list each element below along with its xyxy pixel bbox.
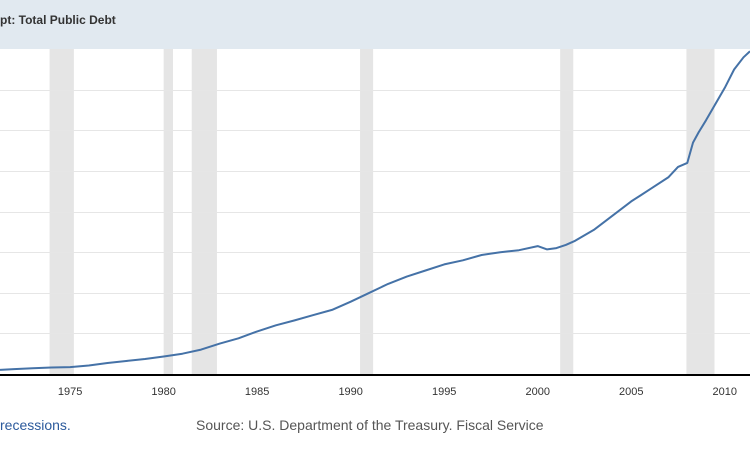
line-chart: 1975 1980 1985 1990 1995 2000 2005 2010 [0,49,750,398]
chart-title: pt: Total Public Debt [0,13,116,27]
recessions-link[interactable]: recessions. [0,417,71,433]
recession-band-2 [163,49,174,374]
x-tick-label-2010: 2010 [713,386,737,398]
x-tick-label-1985: 1985 [245,386,269,398]
x-tick-label-1980: 1980 [151,386,175,398]
chart-area: 1975 1980 1985 1990 1995 2000 2005 2010 [0,49,750,400]
x-tick-label-1990: 1990 [338,386,362,398]
series-line-1 [0,50,750,371]
x-tick-label-2005: 2005 [619,386,643,398]
recession-band-3 [191,49,217,374]
recession-band-6 [686,49,715,374]
x-tick-label-1995: 1995 [432,386,456,398]
recession-band-4 [360,49,374,374]
chart-header: pt: Total Public Debt [0,0,750,49]
recession-band-5 [560,49,574,374]
x-tick-label-1975: 1975 [58,386,82,398]
recession-band-1 [49,49,74,374]
x-tick-label-2000: 2000 [525,386,549,398]
source-note: Source: U.S. Department of the Treasury.… [196,417,544,433]
